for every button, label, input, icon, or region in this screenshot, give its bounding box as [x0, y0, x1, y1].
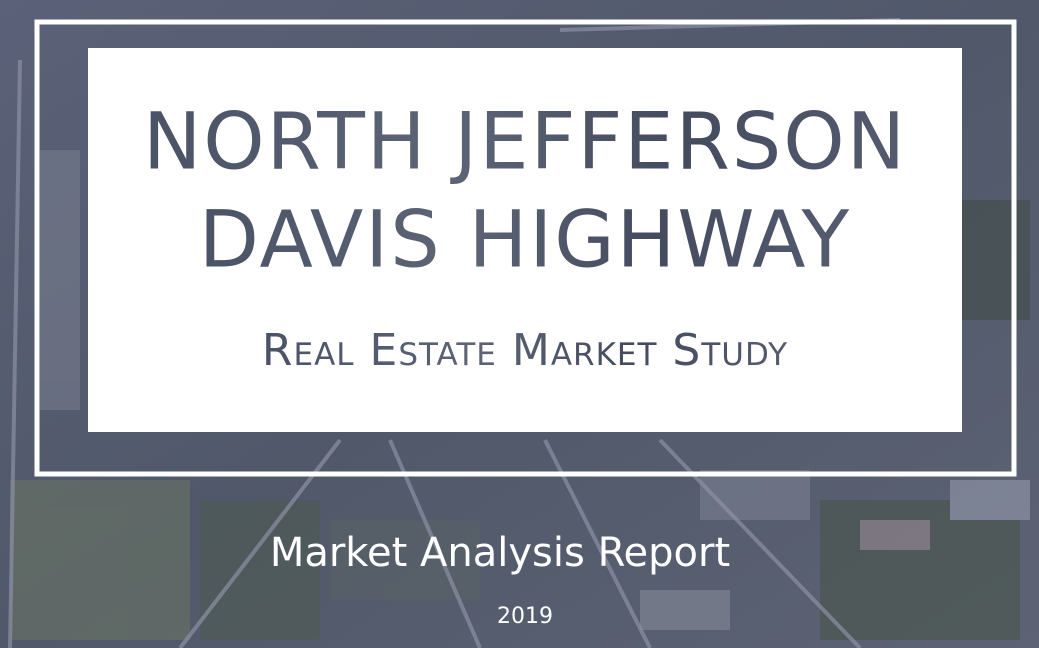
subtitle: Real Estate Market Study [262, 325, 788, 376]
year: 2019 [497, 604, 553, 629]
title-line: NORTH JEFFERSON [143, 97, 907, 187]
title-box [88, 48, 962, 432]
report-title: Market Analysis Report [270, 530, 730, 576]
frame [34, 19, 1017, 477]
aerial-texture [10, 150, 1030, 640]
title-line: DAVIS HIGHWAY [199, 195, 851, 285]
